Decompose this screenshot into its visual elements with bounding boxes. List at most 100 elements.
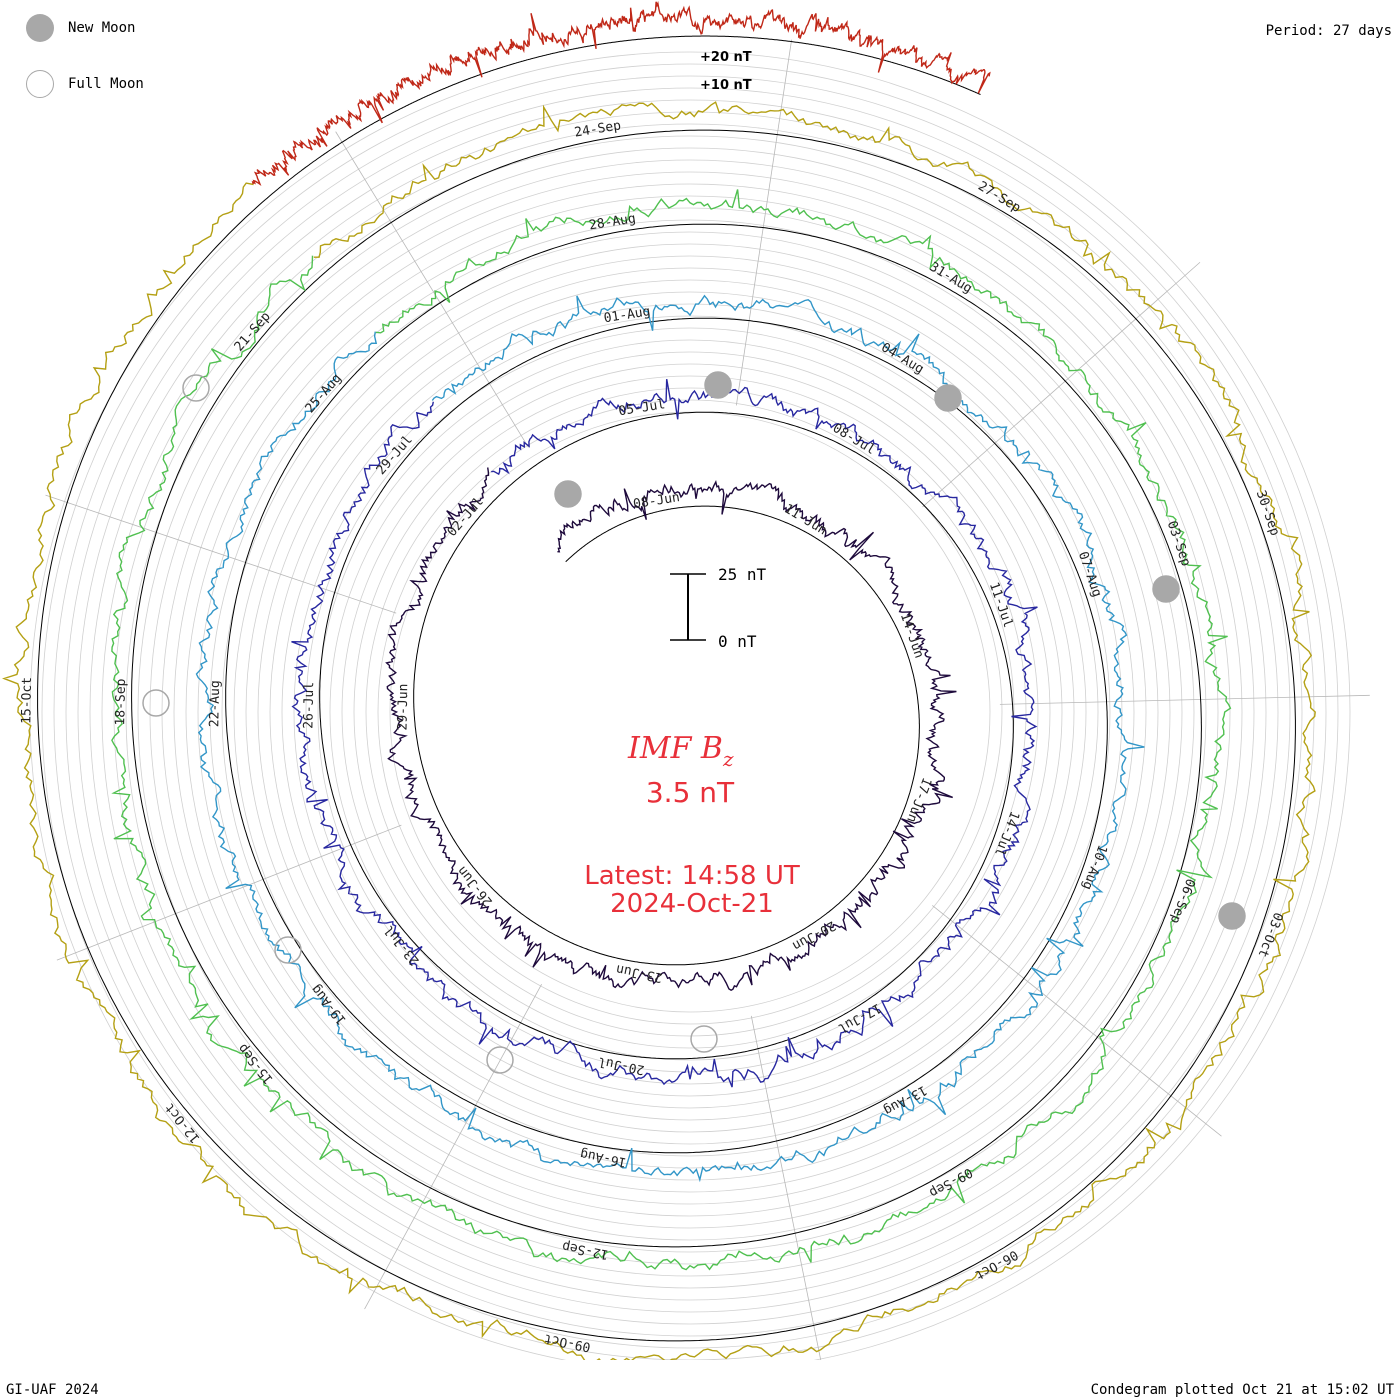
full-moon-marker [690,1025,718,1053]
chart-title-main: IMF B [627,731,723,766]
legend-new-moon: New Moon [26,14,135,42]
date-label: 15-Oct [19,677,35,724]
grid-ring [341,363,1039,1061]
baseline-cycle-3 [225,317,1108,1154]
chart-title-subscript: z [722,747,734,771]
grid-ring [233,255,1147,1169]
date-label: 26-Jul [301,682,317,729]
trace-cycle-2 [291,378,1038,1088]
baseline-cycle-6 [265,35,981,200]
grid-spoke [335,131,529,448]
footer-credit: GI-UAF 2024 [6,1382,99,1398]
full-moon-marker [142,689,170,717]
period-label: Period: 27 days [1265,23,1392,39]
grid-ring [77,99,1303,1325]
legend-full-moon: Full Moon [26,70,144,98]
date-label: 18-Sep [113,678,129,725]
grid-spokes [45,39,1370,1360]
grid-spoke [999,694,1370,705]
full-moon-marker [182,374,210,402]
grid-spoke [750,1015,822,1360]
grid-ring [29,51,1351,1360]
date-label: 25-Aug [303,371,345,416]
date-label: 23-Jun [615,961,664,985]
new-moon-icon [26,14,54,42]
baseline-cycle-2 [319,411,1014,1060]
date-label: 22-Aug [207,680,223,727]
full-moon-marker [486,1046,514,1074]
date-label: 28-Aug [588,211,637,233]
ring-label-20: +20 nT [700,50,752,65]
grid-ring [257,279,1123,1145]
grid-ring [173,195,1207,1229]
trace-cycle-4 [111,189,1232,1271]
date-label: 29-Jul [374,433,416,478]
baseline-cycle-5 [37,129,1296,1342]
date-label: 27-Sep [975,179,1023,216]
grid-ring [377,399,1003,1025]
moon-markers [142,371,1246,1074]
grid-ring [197,219,1183,1205]
new-moon-marker [554,480,582,508]
new-moon-marker [704,371,732,399]
grid-ring [245,267,1135,1157]
new-moon-marker [1218,902,1246,930]
grid-ring [53,75,1327,1349]
date-label: 05-Jul [617,397,666,419]
date-label: 31-Aug [927,260,975,297]
new-moon-marker [1152,575,1180,603]
legend-new-moon-label: New Moon [68,20,136,36]
scale-bottom-label: 0 nT [718,632,757,651]
grid-ring [161,183,1219,1241]
data-traces [1,0,1316,1360]
scale-bar: 25 nT 0 nT [670,565,767,651]
grid-ring [365,387,1015,1037]
ring-label-10: +10 nT [700,78,752,93]
condegram-chart: 08-Jun11-Jun14-Jun17-Jun20-Jun23-Jun26-J… [1,0,1370,1360]
date-label: 01-Aug [603,304,652,326]
grid-ring [221,243,1159,1181]
grid-spoke [364,983,542,1310]
grid-ring [209,231,1171,1193]
new-moon-marker [934,384,962,412]
grid-spoke [735,39,793,406]
baselines [37,35,1296,1342]
trace-cycle-3 [195,294,1145,1183]
full-moon-marker [274,936,302,964]
grid-ring [329,351,1051,1073]
date-label: 24-Sep [573,118,622,140]
trace-cycle-6 [251,0,991,186]
scale-top-label: 25 nT [718,565,767,584]
baseline-cycle-4 [131,223,1202,1248]
grid-ring [185,207,1195,1217]
grid-ring [149,171,1231,1253]
date-label: 29-Jun [395,683,411,730]
footer-plotted: Condegram plotted Oct 21 at 15:02 UT [1090,1382,1394,1398]
date-label: 30-Sep [1253,489,1283,538]
chart-title: IMF Bz [627,731,734,771]
date-label: 03-Sep [1164,519,1194,568]
grid-spoke [932,905,1222,1137]
grid-ring [65,87,1315,1337]
date-label: 08-Jul [830,421,878,458]
trace-cycle-1 [385,467,957,992]
center-title: IMF Bz 3.5 nT Latest: 14:58 UT 2024-Oct-… [584,731,800,919]
latest-date: 2024-Oct-21 [610,889,774,919]
baseline-cycle-1 [413,488,920,966]
latest-time: Latest: 14:58 UT [584,861,800,891]
grid-ring [353,375,1027,1049]
trace-cycle-5 [1,101,1316,1360]
legend-full-moon-label: Full Moon [68,76,144,92]
ring-scale-labels: +20 nT +10 nT [700,50,752,93]
grid-spoke [922,261,1201,508]
date-label: 14-Jun [897,611,926,660]
grid-ring [269,291,1111,1133]
grid-ring [389,411,991,1013]
date-label: 08-Jun [632,490,681,512]
full-moon-icon [26,70,54,98]
grid-rings [29,51,1351,1360]
grid-ring [101,123,1279,1301]
grid-spoke [56,824,402,961]
current-value: 3.5 nT [646,776,735,809]
grid-ring [281,303,1099,1121]
